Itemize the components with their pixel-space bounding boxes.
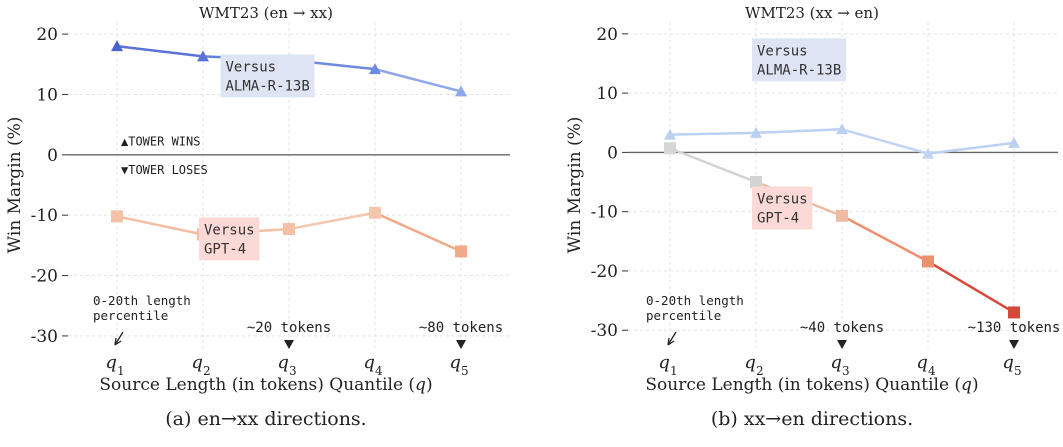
data-point-triangle (197, 50, 209, 62)
y-tick-label: -30 (31, 327, 58, 347)
data-point-triangle (111, 40, 123, 52)
token-mark-label: ~80 tokens (419, 320, 503, 336)
length-note-arrowhead (667, 337, 675, 346)
series-label: GPT-4 (757, 211, 799, 227)
token-mark-triangle (284, 340, 294, 349)
series-line-segment (755, 128, 843, 135)
data-point-triangle (836, 123, 848, 135)
series-alma: Versus ALMA-R-13B (111, 40, 467, 98)
series-line-segment (374, 211, 462, 253)
data-point-square (111, 210, 123, 223)
length-note: percentile (646, 308, 721, 323)
win-lose-annotation: ▲TOWER WINS (121, 135, 200, 149)
length-note-arrowhead (114, 337, 122, 346)
series-label: Versus (204, 222, 255, 238)
data-point-triangle (922, 147, 934, 159)
y-tick-label: -20 (591, 262, 618, 282)
y-tick-label: -10 (31, 206, 58, 226)
token-mark-triangle (1009, 340, 1019, 349)
series-label-box (752, 38, 846, 82)
data-point-square (369, 206, 381, 219)
data-point-square (283, 223, 295, 236)
token-mark-label: ~20 tokens (247, 320, 331, 336)
length-note: percentile (93, 308, 168, 323)
series-label: Versus (757, 43, 808, 59)
data-point-square (750, 176, 762, 189)
data-point-triangle (369, 63, 381, 75)
chart-title: WMT23 (xx → en) (745, 4, 879, 22)
y-tick-label: -10 (591, 203, 618, 223)
data-point-square (922, 255, 934, 268)
win-lose-annotation: ▼TOWER LOSES (121, 163, 208, 177)
series-alma: Versus ALMA-R-13B (664, 38, 1020, 159)
series-gpt4: Versus GPT-4 (111, 206, 467, 261)
series-label: Versus (226, 59, 277, 75)
series-label: ALMA-R-13B (226, 78, 310, 94)
data-point-triangle (1008, 136, 1020, 148)
data-point-square (455, 245, 467, 258)
series-line-segment (927, 260, 1015, 314)
chart-panel-1: 20 10 0 -10 -20 -30 WMT23 (en → xx) Win Margin … (5, 4, 510, 395)
y-tick-label: 0 (607, 143, 618, 163)
data-point-triangle (664, 128, 676, 140)
series-label: GPT-4 (204, 241, 246, 257)
y-tick-label: 0 (47, 146, 58, 166)
data-point-triangle (455, 85, 467, 97)
series-line-segment (927, 141, 1015, 155)
length-note: 0-20th length (646, 293, 744, 308)
series-label: Versus (757, 192, 808, 208)
token-mark-label: ~40 tokens (800, 320, 884, 336)
token-mark-label: ~130 tokens (968, 320, 1061, 336)
token-mark-triangle (456, 340, 466, 349)
data-point-triangle (750, 126, 762, 138)
series-label-box (199, 217, 260, 261)
y-tick-label: -30 (591, 321, 618, 341)
series-label-box (752, 186, 813, 230)
y-tick-label: 20 (36, 25, 58, 45)
x-axis-label: Source Length (in tokens) Quantile (q) (645, 375, 978, 395)
series-label: ALMA-R-13B (757, 62, 841, 78)
length-note-arrow (114, 331, 124, 346)
series-gpt4: Versus GPT-4 (664, 142, 1020, 319)
chart-title: WMT23 (en → xx) (199, 4, 333, 22)
x-tick-label: q5 (1002, 352, 1021, 378)
series-line-segment (669, 131, 757, 136)
chart-panel-2: 20 10 0 -10 -20 -30 WMT23 (xx → en) Win Margin … (565, 4, 1060, 395)
y-tick-label: 20 (596, 25, 618, 45)
y-tick-label: 10 (36, 85, 58, 105)
series-line-segment (841, 214, 929, 263)
y-axis-label: Win Margin (%) (565, 117, 585, 254)
series-line-segment (116, 215, 204, 236)
data-point-square (664, 142, 676, 155)
series-line-segment (288, 211, 376, 231)
series-line-segment (374, 67, 462, 93)
x-tick-label: q5 (449, 352, 468, 378)
y-tick-label: -20 (31, 267, 58, 287)
data-point-square (1008, 306, 1020, 319)
token-mark-triangle (837, 340, 847, 349)
series-line-segment (116, 44, 204, 58)
length-note: 0-20th length (93, 293, 191, 308)
series-line-segment (841, 128, 929, 155)
y-tick-label: 10 (596, 84, 618, 104)
series-label-box (220, 54, 315, 98)
length-note-arrow (667, 331, 677, 346)
data-point-square (836, 209, 848, 222)
series-line-segment (669, 147, 757, 184)
x-axis-label: Source Length (in tokens) Quantile (q) (99, 375, 432, 395)
caption-left: (a) en→xx directions. (165, 408, 367, 430)
caption-right: (b) xx→en directions. (710, 408, 914, 430)
y-axis-label: Win Margin (%) (5, 117, 25, 254)
